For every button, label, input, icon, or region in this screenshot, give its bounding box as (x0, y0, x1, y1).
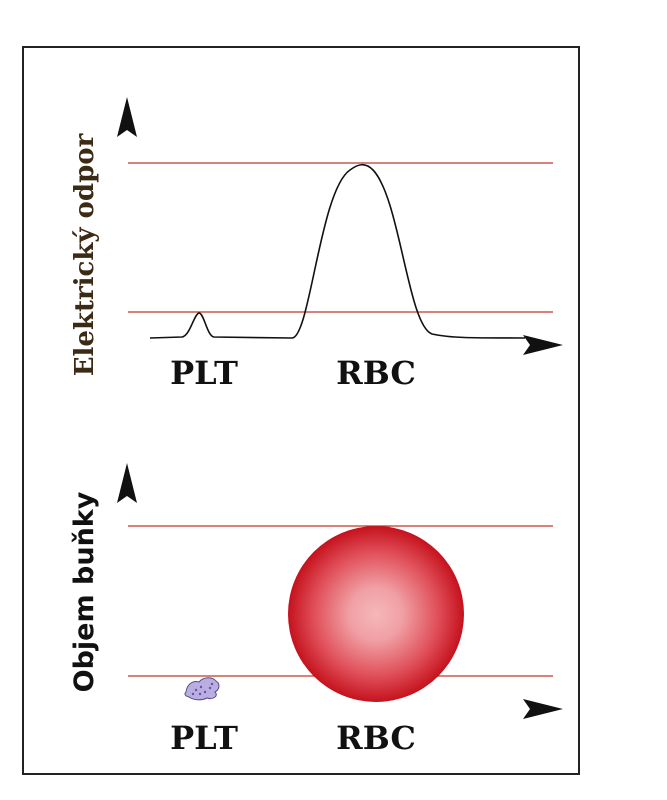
bottom-panel: Objem buňky PLT RBC (69, 463, 563, 757)
resistance-signal-curve (149, 163, 526, 339)
top-x-axis-arrowhead (523, 335, 563, 355)
bottom-axis-title: Objem buňky (69, 491, 100, 692)
bottom-rbc-label: RBC (336, 719, 416, 757)
top-panel: Elektrický odpor PLT RBC (70, 97, 563, 392)
top-axis-title: Elektrický odpor (70, 133, 100, 376)
top-rbc-label: RBC (336, 354, 416, 392)
red-blood-cell-icon (288, 526, 464, 702)
top-plt-label: PLT (170, 354, 238, 392)
figure-frame (22, 46, 580, 775)
top-y-axis-arrowhead (117, 97, 137, 137)
bottom-x-axis-arrowhead (523, 699, 563, 719)
bottom-plt-label: PLT (170, 719, 238, 757)
bottom-y-axis-arrowhead (117, 463, 137, 503)
platelet-icon (184, 677, 220, 701)
